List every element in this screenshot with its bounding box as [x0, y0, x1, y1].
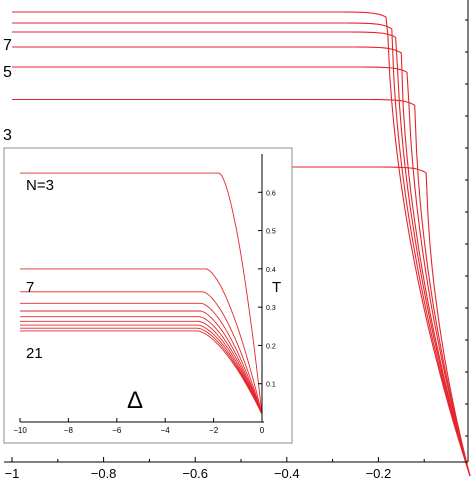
main-series-label-7: 7	[3, 37, 12, 54]
inset-y-tick-label: 0.6	[266, 190, 276, 197]
inset-curves	[20, 172, 262, 414]
main-series-2	[12, 22, 471, 477]
inset-label-n3: N=3	[26, 177, 54, 194]
main-series-1	[12, 11, 471, 477]
inset-series-2	[20, 268, 262, 413]
inset-ylabel: T	[272, 279, 281, 296]
main-series-3	[12, 31, 471, 477]
inset-series-9	[20, 327, 262, 414]
inset-x-tick-label: 0	[260, 426, 265, 435]
inset-x-tick-label: −4	[161, 426, 171, 435]
main-axes: −1 −0.8 −0.6 −0.4 −0.2	[4, 0, 469, 481]
inset-y-tick-label: 0.1	[266, 382, 276, 389]
inset-y-tick-label: 0.4	[266, 267, 276, 274]
inset-label-n21: 21	[26, 345, 43, 362]
inset-series-8	[20, 324, 262, 414]
main-series-label-3: 3	[3, 127, 12, 144]
main-series-4	[12, 46, 471, 477]
inset-x-tick-label: −2	[209, 426, 219, 435]
inset-y-tick-label: 0.5	[266, 229, 276, 236]
inset-x-tick-label: −6	[112, 426, 122, 435]
inset-x-tick-label: −8	[64, 426, 74, 435]
inset-series-6	[20, 316, 262, 414]
inset-xlabel: Δ	[127, 387, 143, 414]
inset-y-tick-label: 0.2	[266, 343, 276, 350]
inset-series-7	[20, 320, 262, 414]
inset-label-n7: 7	[26, 279, 34, 296]
inset-series-3	[20, 291, 262, 413]
inset-series-10	[20, 330, 262, 414]
main-x-tick-label: −0.6	[182, 466, 208, 481]
inset-chart: −10 −8 −6 −4 −2 00.10.20.30.40.50.6 N=3 7 21 …	[3, 147, 293, 444]
inset-axes: −10 −8 −6 −4 −2 0 0.1 0.2 0.3 0.4 0.5 0.6	[13, 154, 276, 435]
main-series-6	[12, 98, 471, 477]
main-series-5	[12, 66, 471, 477]
main-x-tick-label: −0.2	[366, 466, 392, 481]
main-x-tick-label: −1	[5, 466, 20, 481]
main-x-tick-label: −0.8	[91, 466, 117, 481]
inset-frame	[3, 147, 293, 444]
inset-series-1	[20, 172, 262, 411]
main-x-tick-label: −0.4	[274, 466, 300, 481]
main-series-label-5: 5	[3, 64, 12, 81]
inset-y-tick-label: 0.3	[266, 305, 276, 312]
inset-x-tick-label: −10	[13, 426, 27, 435]
inset-series-5	[20, 310, 262, 414]
inset-series-4	[20, 302, 262, 414]
